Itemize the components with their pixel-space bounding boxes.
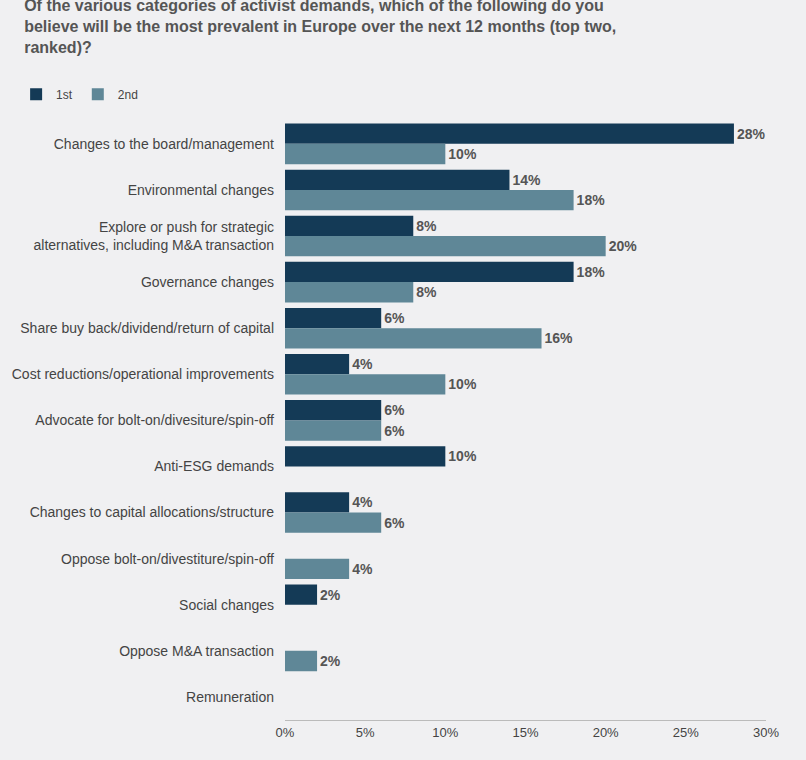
svg-text:Remuneration: Remuneration [186, 689, 274, 705]
svg-text:Anti-ESG demands: Anti-ESG demands [154, 458, 274, 474]
svg-text:5%: 5% [356, 725, 375, 740]
svg-text:1st: 1st [56, 88, 73, 102]
svg-text:Share buy back/dividend/return: Share buy back/dividend/return of capita… [20, 320, 274, 336]
svg-text:18%: 18% [577, 264, 606, 280]
svg-text:Explore or push for strategica: Explore or push for strategicalternative… [34, 219, 274, 253]
svg-text:8%: 8% [416, 218, 437, 234]
svg-text:30%: 30% [753, 725, 779, 740]
svg-text:10%: 10% [432, 725, 458, 740]
svg-text:2nd: 2nd [118, 88, 138, 102]
svg-text:20%: 20% [609, 238, 638, 254]
svg-text:Oppose M&A transaction: Oppose M&A transaction [119, 643, 274, 659]
svg-text:Social changes: Social changes [179, 597, 274, 613]
svg-text:28%: 28% [737, 126, 766, 142]
svg-text:Advocate for bolt-on/divesitur: Advocate for bolt-on/divesiture/spin-off [35, 412, 274, 428]
svg-text:Oppose bolt-on/divestiture/spi: Oppose bolt-on/divestiture/spin-off [61, 551, 274, 567]
svg-text:4%: 4% [352, 356, 373, 372]
svg-text:10%: 10% [448, 448, 477, 464]
svg-text:16%: 16% [545, 330, 574, 346]
svg-text:8%: 8% [416, 284, 437, 300]
svg-text:4%: 4% [352, 494, 373, 510]
svg-text:Cost reductions/operational im: Cost reductions/operational improvements [12, 366, 274, 382]
svg-text:2%: 2% [320, 653, 341, 669]
svg-text:Changes to the board/managemen: Changes to the board/management [54, 136, 274, 152]
svg-text:25%: 25% [673, 725, 699, 740]
svg-text:Environmental changes: Environmental changes [128, 182, 274, 198]
svg-text:0%: 0% [276, 725, 295, 740]
svg-text:10%: 10% [448, 376, 477, 392]
svg-text:20%: 20% [593, 725, 619, 740]
svg-text:Changes to capital allocations: Changes to capital allocations/structure [30, 504, 275, 520]
svg-text:6%: 6% [384, 423, 405, 439]
svg-text:6%: 6% [384, 310, 405, 326]
svg-text:18%: 18% [577, 192, 606, 208]
svg-text:6%: 6% [384, 402, 405, 418]
svg-text:15%: 15% [512, 725, 538, 740]
svg-text:2%: 2% [320, 587, 341, 603]
svg-text:Governance changes: Governance changes [141, 274, 274, 290]
svg-text:14%: 14% [512, 172, 541, 188]
svg-text:10%: 10% [448, 146, 477, 162]
svg-text:6%: 6% [384, 515, 405, 531]
svg-text:Of the various categories of a: Of the various categories of activist de… [24, 0, 616, 56]
svg-text:4%: 4% [352, 561, 373, 577]
